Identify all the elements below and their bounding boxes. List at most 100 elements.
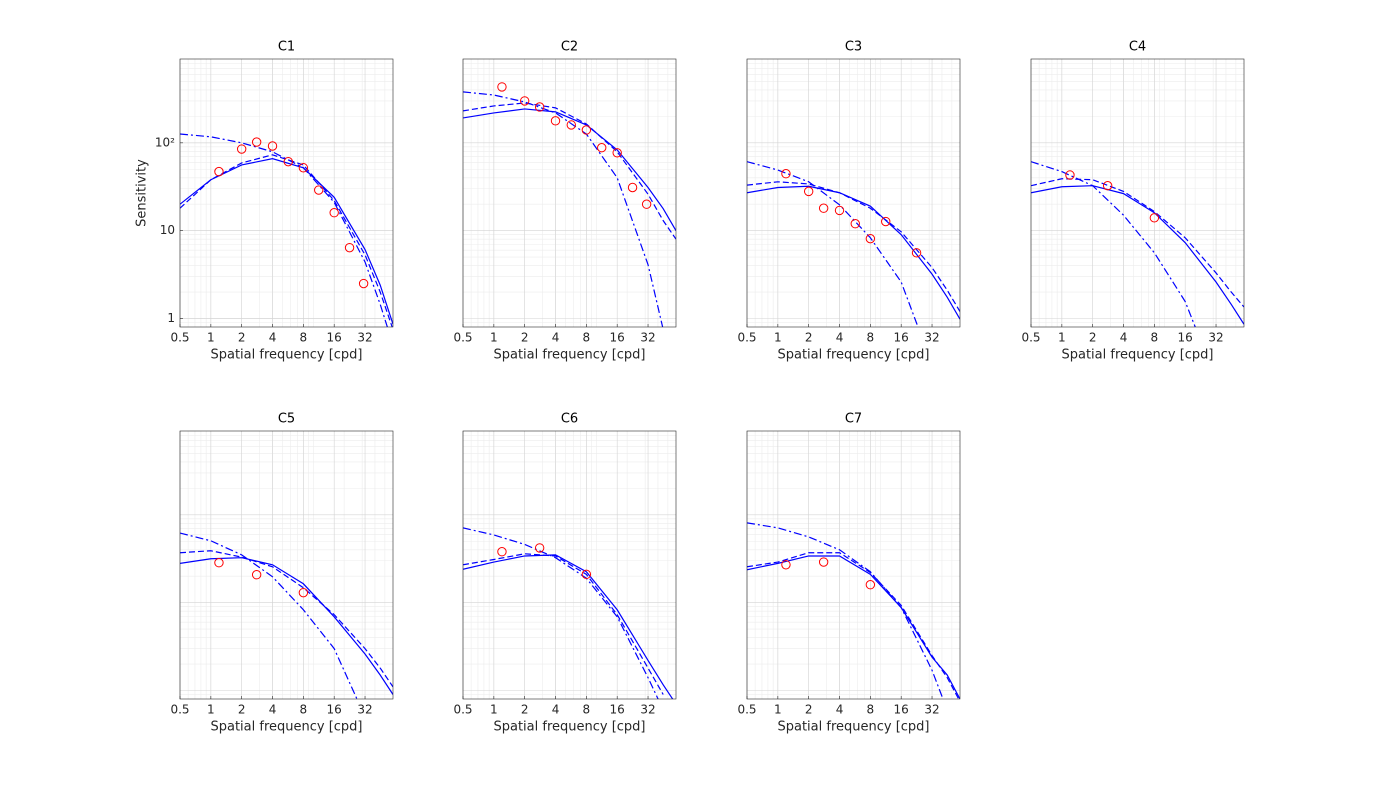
data-point — [597, 142, 607, 153]
x-tick-label: 2 — [805, 331, 813, 345]
x-tick-label: 16 — [894, 331, 909, 345]
y-axis-label: Sensitivity — [135, 159, 150, 227]
data-point — [534, 543, 545, 553]
data-point — [358, 278, 369, 289]
subplot: 0.5 1 2 4 8 16 32 C2 Spatial frequency [cpd] — [453, 40, 677, 363]
curve — [747, 552, 960, 699]
data-point — [550, 116, 561, 126]
plot-area — [747, 522, 960, 699]
x-tick-label: 1 — [207, 703, 215, 717]
data-point — [627, 182, 638, 193]
data-point — [781, 169, 791, 179]
x-tick-label: 2 — [521, 331, 529, 345]
x-tick-label: 32 — [357, 331, 372, 345]
data-point — [497, 82, 507, 92]
x-tick-label: 8 — [1151, 331, 1159, 345]
x-tick-label: 32 — [924, 331, 939, 345]
y-tick-label: 10² — [155, 135, 175, 149]
data-point — [581, 569, 592, 580]
axes-frame — [462, 58, 677, 328]
data-point — [850, 218, 860, 229]
plot-area — [1031, 161, 1244, 327]
x-tick-label: 8 — [583, 331, 591, 345]
data-point — [298, 163, 309, 173]
subplot: 0.5 1 2 4 8 16 32 C6 Spatial frequency [cpd] — [453, 412, 677, 735]
plot-area — [463, 527, 674, 699]
data-point — [214, 558, 224, 568]
x-tick-label: 8 — [300, 703, 308, 717]
x-tick-label: 16 — [610, 703, 625, 717]
x-tick-label: 32 — [640, 703, 655, 717]
data-point — [911, 248, 922, 258]
subplot: 0.5 1 2 4 8 16 32 C5 Spatial frequency [cpd] — [170, 412, 394, 735]
subplot-title: C7 — [845, 412, 862, 427]
x-tick-label: 2 — [238, 331, 246, 345]
curve — [463, 527, 659, 699]
subplot-title: C4 — [1129, 40, 1146, 55]
x-tick-label: 1 — [490, 703, 498, 717]
x-tick-label: 4 — [269, 703, 277, 717]
x-tick-label: 32 — [640, 331, 655, 345]
subplot-title: C5 — [278, 412, 295, 427]
subplot-title: C2 — [561, 40, 578, 55]
x-tick-label: 4 — [552, 331, 560, 345]
data-point — [236, 144, 247, 154]
curve — [747, 161, 919, 327]
curve — [463, 102, 676, 240]
data-point — [251, 137, 262, 147]
data-point — [344, 242, 355, 253]
x-tick-label: 0.5 — [170, 331, 189, 345]
axes-frame — [1030, 58, 1245, 328]
curve — [180, 550, 393, 688]
data-point — [641, 199, 652, 209]
data-point — [267, 141, 278, 151]
x-tick-label: 2 — [1089, 331, 1097, 345]
curve — [463, 553, 664, 695]
subplot-title: C6 — [561, 412, 578, 427]
subplot: 0.5 1 2 4 8 16 32 1 10 10² C1 Spatial frequency [cp… — [135, 40, 394, 363]
x-tick-label: 16 — [327, 703, 342, 717]
data-point — [251, 570, 262, 580]
axes-frame — [179, 58, 394, 328]
x-tick-label: 0.5 — [1021, 331, 1040, 345]
data-point — [834, 205, 845, 216]
axes-frame — [179, 430, 394, 700]
data-point — [581, 125, 592, 135]
curve — [747, 185, 960, 320]
curve — [1031, 185, 1244, 325]
data-point — [566, 120, 576, 130]
x-tick-label: 1 — [207, 331, 215, 345]
x-tick-label: 8 — [867, 703, 875, 717]
data-point — [818, 557, 829, 567]
data-point — [612, 148, 622, 158]
axes-frame — [462, 430, 677, 700]
x-axis-label: Spatial frequency [cpd] — [210, 348, 362, 363]
data-point — [1065, 170, 1075, 180]
x-tick-label: 16 — [894, 703, 909, 717]
data-point — [519, 96, 530, 106]
curve — [1031, 178, 1244, 308]
x-tick-label: 0.5 — [453, 703, 472, 717]
data-point — [803, 186, 814, 197]
data-point — [329, 208, 339, 218]
data-point — [497, 547, 507, 557]
data-point — [314, 185, 324, 195]
x-tick-label: 1 — [490, 331, 498, 345]
data-point — [214, 166, 224, 177]
curve — [747, 181, 960, 312]
plot-area — [747, 161, 960, 327]
subplot: 0.5 1 2 4 8 16 32 C3 Spatial frequency [cpd] — [737, 40, 961, 363]
data-point — [865, 580, 876, 590]
x-tick-label: 2 — [805, 703, 813, 717]
curve — [180, 532, 358, 699]
x-tick-label: 1 — [774, 331, 782, 345]
subplot: 0.5 1 2 4 8 16 32 C4 Spatial frequency [cpd] — [1021, 40, 1245, 363]
data-point — [534, 102, 545, 112]
curve — [463, 108, 676, 231]
curve — [180, 158, 393, 325]
curve — [747, 555, 960, 699]
x-tick-label: 0.5 — [170, 703, 189, 717]
x-tick-label: 2 — [521, 703, 529, 717]
